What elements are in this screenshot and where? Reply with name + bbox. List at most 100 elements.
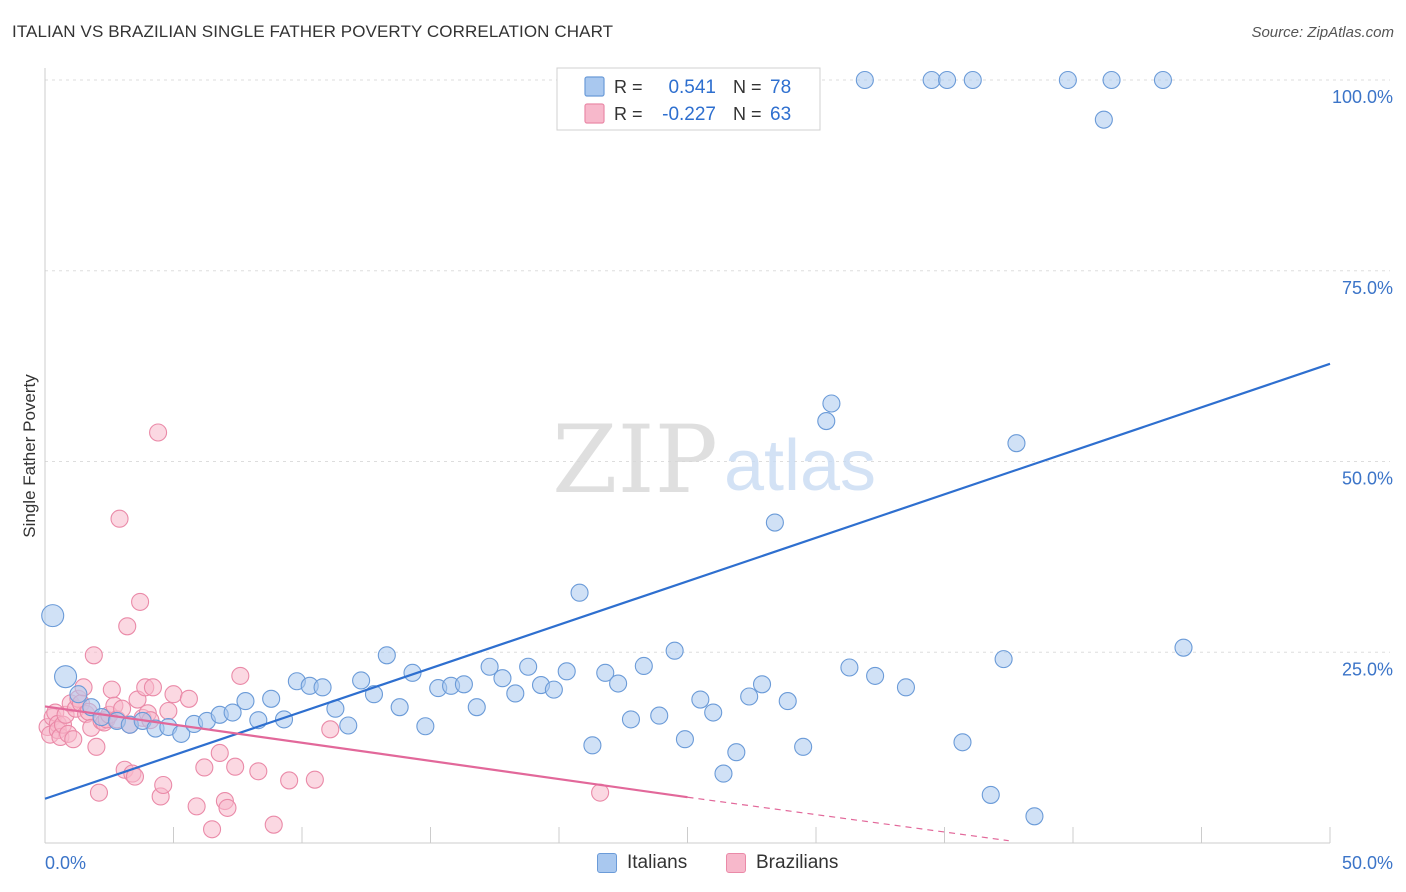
brazilians-point: [110, 509, 129, 528]
italians-point: [544, 680, 563, 699]
brazilians-point: [131, 592, 150, 611]
brazilians-point: [231, 666, 250, 685]
brazilians-point: [226, 757, 245, 776]
italians-point: [493, 669, 512, 688]
brazilians-point: [102, 680, 121, 699]
legend-bottom: Italians Brazilians: [0, 852, 1406, 878]
italians-point: [896, 678, 916, 697]
italians-point: [817, 412, 836, 431]
italians-trend-line: [44, 362, 1331, 800]
italians-point: [41, 604, 65, 628]
legend-r-label-brazilians: R =: [614, 104, 643, 124]
italians-point: [778, 692, 797, 711]
italians-point: [480, 657, 499, 676]
italians-point: [54, 665, 78, 689]
italians-point: [650, 706, 669, 725]
italians-point: [794, 737, 813, 756]
brazilians-point: [249, 762, 268, 781]
italians-point: [390, 698, 409, 717]
italians-point: [752, 675, 772, 694]
watermark: ZIP atlas: [552, 406, 876, 515]
brazilians-point: [321, 720, 340, 739]
legend-swatch-italians: [584, 76, 605, 97]
italians-point: [609, 674, 628, 693]
italians-point: [1058, 70, 1077, 90]
legend-swatch-brazilians: [584, 103, 605, 124]
legend-n-value-brazilians: 63: [770, 104, 791, 125]
italians-point: [675, 730, 694, 749]
italians-point: [840, 658, 859, 677]
brazilians-point: [305, 770, 324, 789]
brazilians-point: [159, 701, 178, 721]
italians-point: [714, 764, 733, 783]
y-tick-label: 75.0%: [1342, 278, 1393, 298]
grid-lines: [45, 79, 1390, 653]
x-tick-label: 50.0%: [1342, 853, 1393, 873]
italians-point: [262, 689, 281, 708]
italians-point: [416, 717, 435, 736]
legend-bottom-label-italians: Italians: [627, 852, 688, 873]
italians-point: [454, 675, 473, 694]
italians-point: [339, 716, 358, 735]
italians-point: [727, 743, 746, 762]
brazilians-point: [118, 617, 137, 636]
y-tick-label: 100.0%: [1332, 87, 1393, 107]
legend-bottom-brazilians: Brazilians: [726, 852, 838, 874]
italians-point: [981, 785, 1000, 804]
italians-point: [519, 657, 538, 676]
italians-point: [691, 690, 710, 709]
source-label: Source: ZipAtlas.com: [1251, 24, 1394, 41]
tick-labels: 25.0% 50.0% 75.0% 100.0% 0.0% 50.0%: [45, 87, 1393, 873]
italians-point: [822, 394, 841, 413]
brazilians-point: [187, 797, 206, 816]
italians-point: [352, 671, 371, 690]
italians-point: [1102, 70, 1121, 90]
brazilians-point: [280, 771, 299, 790]
watermark-zip: ZIP: [552, 406, 718, 515]
italians-point: [570, 583, 589, 602]
legend-bottom-italians: Italians: [597, 852, 687, 874]
italians-point: [634, 656, 653, 676]
italians-point: [236, 692, 255, 711]
brazilians-point: [203, 820, 222, 839]
legend-r-label-italians: R =: [614, 77, 643, 97]
italians-point: [1094, 110, 1113, 129]
watermark-atlas: atlas: [724, 426, 876, 506]
italians-points: [41, 70, 1193, 826]
italians-point: [506, 684, 525, 703]
italians-point: [403, 663, 422, 682]
brazilians-trend-line: [44, 705, 688, 799]
trend-lines: [44, 362, 1331, 842]
italians-point: [704, 703, 723, 722]
brazilians-point: [164, 685, 183, 704]
italians-point: [223, 703, 242, 722]
chart-title: ITALIAN VS BRAZILIAN SINGLE FATHER POVER…: [12, 22, 614, 41]
brazilians-point: [195, 758, 214, 777]
x-tick-label: 0.0%: [45, 853, 86, 873]
brazilians-point: [218, 798, 237, 817]
brazilians-trend-line-extension: [687, 796, 1009, 842]
italians-point: [765, 513, 784, 532]
italians-point: [1025, 807, 1044, 826]
brazilians-point: [89, 783, 109, 802]
legend-top: R = 0.541 N = 78 R = -0.227 N = 63: [556, 67, 821, 131]
legend-bottom-label-brazilians: Brazilians: [756, 852, 839, 873]
italians-point: [621, 710, 641, 729]
italians-point: [1153, 70, 1172, 90]
italians-point: [583, 736, 602, 755]
italians-point: [953, 733, 972, 752]
italians-point: [740, 687, 759, 706]
legend-r-value-italians: 0.541: [668, 77, 716, 98]
brazilians-point: [64, 730, 83, 749]
italians-point: [1007, 434, 1026, 453]
italians-point: [377, 646, 396, 665]
italians-point: [274, 710, 294, 729]
italians-point: [1174, 638, 1193, 657]
brazilians-point: [179, 689, 198, 708]
italians-point: [994, 650, 1013, 669]
italians-point: [866, 666, 885, 685]
legend-n-label-brazilians: N =: [733, 104, 762, 124]
italians-point: [467, 698, 486, 717]
brazilians-point: [143, 678, 162, 697]
